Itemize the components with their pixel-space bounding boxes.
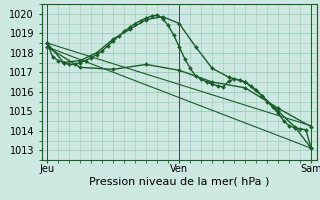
X-axis label: Pression niveau de la mer( hPa ): Pression niveau de la mer( hPa ): [89, 177, 269, 187]
